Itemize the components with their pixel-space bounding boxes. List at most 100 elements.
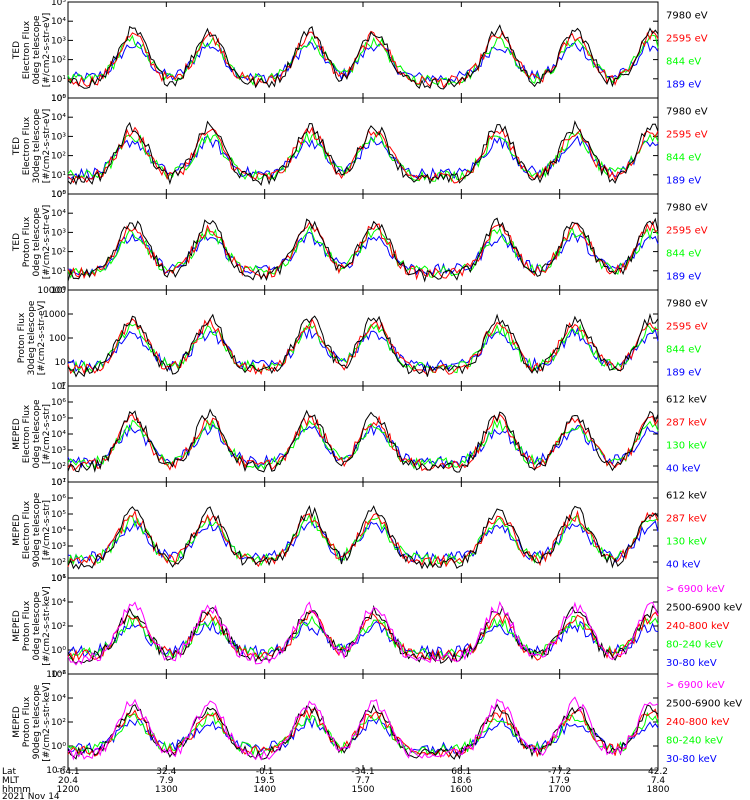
legend-entry: 2595 eV	[666, 130, 708, 141]
series-trace	[67, 519, 659, 566]
y-tick-label: 10⁶	[51, 398, 66, 408]
y-tick-label: 10⁰	[51, 190, 66, 200]
y-axis-label: 0deg telescope	[32, 15, 42, 85]
series-trace	[67, 131, 659, 183]
y-tick-label: 10²	[51, 462, 66, 472]
y-axis-label: MEPED	[12, 514, 22, 546]
legend-entry: 287 keV	[666, 514, 707, 525]
x-lat-label: -34.1	[351, 767, 374, 777]
y-tick-label: 10¹	[51, 478, 66, 488]
legend-entry: 7980 eV	[666, 11, 708, 22]
y-axis-label: [#/cm2-s-str]	[42, 404, 52, 464]
legend-entry: 80-240 keV	[666, 639, 723, 650]
legend-entry: 2595 eV	[666, 226, 708, 237]
x-lat-label: 32.4	[156, 767, 176, 777]
x-mlt-label: 7.7	[356, 776, 370, 786]
panel-frame	[67, 673, 659, 771]
legend-entry: 189 eV	[666, 367, 701, 378]
panel-8: 10⁻² 10⁰ 10² 10⁴ 10⁶ MEPED Proton Flux 90deg te…	[12, 670, 742, 776]
y-tick-label: 10³	[51, 132, 66, 142]
legend-entry: > 6900 keV	[666, 584, 725, 595]
legend-entry: 7980 eV	[666, 203, 708, 214]
legend-entry: 7980 eV	[666, 107, 708, 118]
y-axis-label: [#/cm2-s-str-eV]	[42, 13, 52, 88]
y-tick-label: 10⁷	[51, 478, 66, 488]
y-tick-label: 10⁰	[51, 286, 66, 296]
x-mlt-label: 20.4	[58, 776, 78, 786]
y-tick-label: 1	[60, 382, 66, 392]
x-lat-label: 68.1	[451, 767, 471, 777]
x-lat-label: -77.2	[548, 767, 571, 777]
y-tick-label: 10⁵	[51, 94, 66, 104]
panel-6: 10¹ 10² 10³ 10⁴ 10⁵ 10⁶ 10⁷ MEPED Electron Flux 9…	[12, 478, 707, 584]
y-tick-label: 10	[55, 358, 67, 368]
legend-entry: 844 eV	[666, 344, 701, 355]
y-axis-label: [#/cm2-s-str-eV]	[37, 301, 47, 376]
y-tick-label: 10¹	[51, 267, 66, 277]
y-axis-label: TED	[12, 137, 22, 156]
legend-entry: 240-800 keV	[666, 621, 730, 632]
y-axis-label: Proton Flux	[22, 696, 32, 747]
x-hhmm-label: 1800	[647, 785, 670, 795]
y-tick-label: 10⁵	[51, 414, 66, 424]
legend-entry: 844 eV	[666, 248, 701, 259]
series-trace	[67, 711, 659, 757]
y-axis-label: MEPED	[12, 418, 22, 450]
y-axis-label: Electron Flux	[22, 116, 32, 175]
series-trace	[67, 703, 659, 760]
y-tick-label: 10⁶	[51, 574, 66, 584]
series-trace	[67, 312, 659, 378]
panel-7: 10⁻² 10⁰ 10² 10⁴ 10⁶ MEPED Proton Flux 0deg tel…	[12, 574, 742, 680]
x-hhmm-label: 1600	[450, 785, 473, 795]
series-trace	[67, 225, 659, 279]
series-trace	[67, 120, 659, 187]
y-axis-label: Proton Flux	[17, 312, 27, 363]
series-trace	[67, 408, 659, 473]
y-axis-label: [#/cm2-s-str]	[42, 500, 52, 560]
legend-entry: 2595 eV	[666, 322, 708, 333]
series-trace	[67, 620, 659, 659]
y-tick-label: 10⁻²	[46, 766, 66, 776]
y-tick-label: 10³	[51, 36, 66, 46]
legend-entry: 30-80 keV	[666, 754, 717, 765]
row-label: Lat	[2, 767, 17, 777]
y-axis-label: [#/cm2-s-str-eV]	[42, 205, 52, 280]
x-hhmm-label: 1200	[57, 785, 80, 795]
legend-entry: 189 eV	[666, 271, 701, 282]
y-tick-label: 10⁵	[51, 510, 66, 520]
x-hhmm-label: 1500	[352, 785, 375, 795]
legend-entry: 40 keV	[666, 463, 700, 474]
series-trace	[67, 600, 659, 666]
row-label: MLT	[2, 776, 20, 786]
series-trace	[67, 322, 659, 374]
legend-entry: 844 eV	[666, 56, 701, 67]
series-trace	[67, 135, 659, 181]
x-mlt-label: 7.9	[159, 776, 174, 786]
legend-entry: 40 keV	[666, 559, 700, 570]
panel-3: 10⁰ 10¹ 10² 10³ 10⁴ 10⁵ TED Proton Flux 0deg tel…	[12, 190, 708, 296]
legend-entry: 287 keV	[666, 418, 707, 429]
legend-entry: 30-80 keV	[666, 658, 717, 669]
y-tick-label: 10¹	[51, 171, 66, 181]
legend-entry: 130 keV	[666, 440, 707, 451]
y-axis-label: 90deg telescope	[32, 684, 42, 759]
y-tick-label: 10¹	[51, 574, 66, 584]
legend-entry: 612 keV	[666, 395, 707, 406]
y-axis-label: 0deg telescope	[32, 399, 42, 469]
y-tick-label: 10²	[51, 56, 66, 66]
series-trace	[67, 220, 659, 281]
y-tick-label: 10⁴	[51, 526, 66, 536]
series-trace	[67, 513, 659, 567]
y-axis-label: 90deg telescope	[32, 492, 42, 567]
y-axis-label: 30deg telescope	[32, 108, 42, 183]
date-label: 2021 Nov 14	[2, 792, 60, 800]
x-lat-label: 42.2	[648, 767, 668, 777]
y-axis-label: [#/cm2-s-str-eV]	[42, 109, 52, 184]
y-axis-label: Proton Flux	[22, 600, 32, 651]
y-axis-label: TED	[12, 41, 22, 60]
y-tick-label: 10²	[51, 152, 66, 162]
series-trace	[67, 716, 659, 756]
series-trace	[67, 40, 659, 85]
y-tick-label: 10⁴	[51, 694, 66, 704]
y-tick-label: 10³	[51, 228, 66, 238]
